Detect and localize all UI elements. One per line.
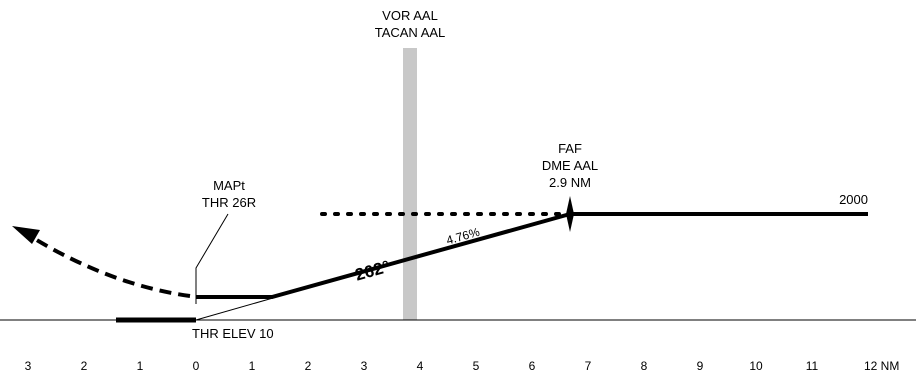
scale-tick-label: 2 (81, 359, 88, 373)
scale-tick-label: 12 NM (864, 359, 899, 373)
scale-tick-label: 3 (361, 359, 368, 373)
scale-tick-label: 6 (529, 359, 536, 373)
scale-tick-label: 10 (749, 359, 763, 373)
scale-tick-label: 5 (473, 359, 480, 373)
scale-tick-label: 7 (585, 359, 592, 373)
faf-label-line1: FAF (558, 141, 582, 156)
threshold-leader-line (195, 297, 274, 321)
scale-tick-label: 9 (697, 359, 704, 373)
course-label: 262° (353, 257, 392, 285)
scale-tick-label: 1 (249, 359, 256, 373)
mapt-label-line1: MAPt (213, 178, 245, 193)
altitude-label: 2000 (839, 192, 868, 207)
mapt-leader-line (195, 213, 229, 304)
navaid-band (403, 48, 417, 320)
mapt-label-line2: THR 26R (202, 195, 256, 210)
missed-approach-arrowhead (12, 226, 40, 244)
scale-tick-label: 11 (806, 359, 819, 373)
scale-tick-label: 4 (417, 359, 424, 373)
scale-tick-label: 2 (305, 359, 312, 373)
final-approach-path (196, 212, 571, 299)
scale-tick-label: 3 (25, 359, 32, 373)
scale-tick-label: 0 (193, 359, 200, 373)
navaid-label-line2: TACAN AAL (375, 25, 446, 40)
faf-label-line3: 2.9 NM (549, 175, 591, 190)
distance-scale: 3 2 1 0 1 2 3 4 5 6 7 8 9 10 11 12 NM (25, 359, 900, 373)
faf-label-line2: DME AAL (542, 158, 598, 173)
missed-approach-path (28, 234, 191, 298)
faf-marker-icon (566, 196, 574, 232)
scale-tick-label: 1 (137, 359, 144, 373)
scale-tick-label: 8 (641, 359, 648, 373)
threshold-elevation-label: THR ELEV 10 (192, 326, 274, 341)
navaid-label-line1: VOR AAL (382, 8, 438, 23)
